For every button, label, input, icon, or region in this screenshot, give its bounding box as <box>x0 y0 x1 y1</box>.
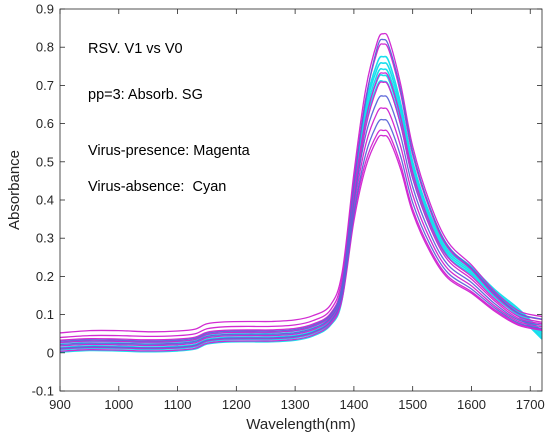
spectrum-line-cyan-13 <box>59 73 543 351</box>
x-tick-label: 1300 <box>281 397 310 412</box>
spectrum-line-magenta-5 <box>59 129 543 350</box>
y-tick-label: 0.8 <box>36 40 54 55</box>
y-tick-label: 0.1 <box>36 307 54 322</box>
spectrum-line-magenta-3 <box>59 81 543 344</box>
spectrum-line-blue-9 <box>59 118 543 349</box>
y-tick-label: 0 <box>47 345 54 360</box>
y-tick-label: 0.6 <box>36 116 54 131</box>
x-tick-label: 1600 <box>457 397 486 412</box>
x-tick-label: 1000 <box>104 397 133 412</box>
spectrum-line-cyan-14 <box>59 79 543 353</box>
annotation-layer: RSV. V1 vs V0 pp=3: Absorb. SG Virus-pre… <box>88 41 251 195</box>
spectrum-line-magenta-2 <box>59 72 543 341</box>
y-tick-label: 0.3 <box>36 231 54 246</box>
spectrum-line-cyan-11 <box>59 62 543 346</box>
spectrum-line-blue-7 <box>59 38 543 342</box>
spectrum-line-cyan-12 <box>59 67 543 349</box>
y-tick-label: 0.9 <box>36 2 54 17</box>
spectrum-line-magenta-1 <box>59 43 543 339</box>
spectrum-line-magenta-6 <box>59 134 543 352</box>
y-tick-label: 0.2 <box>36 269 54 284</box>
spectrum-line-magenta-0 <box>59 32 543 334</box>
ticks-layer: 900 1000 1100 1200 1300 1400 1500 1600 1700 -0.1 0… <box>32 2 545 413</box>
y-axis-title: Absorbance <box>6 150 23 230</box>
x-tick-label: 1400 <box>339 397 368 412</box>
y-tick-label: 0.5 <box>36 154 54 169</box>
annotation-title: RSV. V1 vs V0 <box>88 41 183 57</box>
series-layer <box>59 32 543 353</box>
y-tick-label: 0.7 <box>36 78 54 93</box>
annotation-preprocessing: pp=3: Absorb. SG <box>88 87 203 103</box>
x-tick-label: 1700 <box>516 397 545 412</box>
y-tick-label: -0.1 <box>32 384 54 399</box>
annotation-virus-presence: Virus-presence: Magenta <box>88 143 251 159</box>
x-tick-label: 1100 <box>164 397 192 412</box>
x-tick-label: 900 <box>49 397 71 412</box>
y-tick-label: 0.4 <box>36 193 54 208</box>
x-tick-label: 1500 <box>398 397 427 412</box>
spectrum-line-blue-8 <box>59 95 543 346</box>
x-tick-label: 1200 <box>222 397 251 412</box>
x-axis-title: Wavelength(nm) <box>246 416 355 433</box>
annotation-virus-absence: Virus-absence: Cyan <box>88 179 226 195</box>
